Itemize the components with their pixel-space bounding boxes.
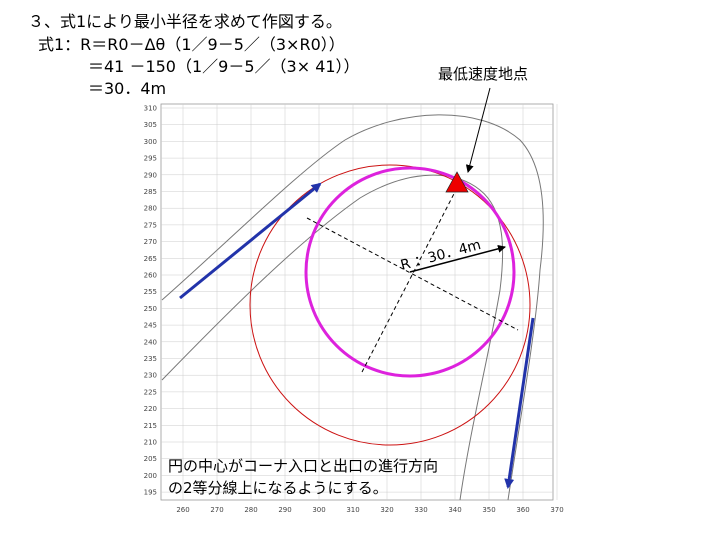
y-tick-label: 245 — [144, 322, 157, 330]
y-tick-label: 265 — [144, 255, 157, 263]
y-tick-label: 290 — [144, 171, 157, 179]
y-tick-label: 220 — [144, 405, 157, 413]
y-tick-label: 310 — [144, 105, 157, 113]
x-tick-label: 260 — [176, 506, 189, 514]
y-tick-label: 210 — [144, 439, 157, 447]
x-tick-label: 330 — [414, 506, 427, 514]
x-tick-label: 320 — [380, 506, 393, 514]
note-line-2: の2等分線上になるようにする。 — [168, 479, 388, 497]
y-tick-label: 235 — [144, 355, 157, 363]
lowest-speed-point-label: 最低速度地点 — [438, 65, 529, 83]
note-line-1: 円の中心がコーナ入口と出口の進行方向 — [168, 457, 439, 475]
y-tick-label: 305 — [144, 121, 157, 129]
y-tick-label: 195 — [144, 489, 157, 497]
entry-direction-arrow — [179, 182, 322, 300]
x-tick-label: 270 — [210, 506, 223, 514]
y-tick-label: 300 — [144, 138, 157, 146]
x-tick-label: 370 — [550, 506, 563, 514]
x-tick-label: 340 — [448, 506, 461, 514]
track-inner-line — [161, 174, 504, 501]
x-axis-ticks: 260 270 280 290 300 310 320 330 340 350 360 370 — [176, 506, 563, 514]
x-tick-label: 310 — [346, 506, 359, 514]
minimum-radius-circle — [304, 166, 516, 378]
y-tick-label: 260 — [144, 272, 157, 280]
track-outer-line — [161, 114, 544, 501]
y-tick-label: 225 — [144, 388, 157, 396]
y-tick-label: 200 — [144, 472, 157, 480]
radius-arrow — [409, 244, 506, 273]
heading-line-1: ３、式1により最小半径を求めて作図する。 — [28, 12, 342, 31]
x-tick-label: 280 — [244, 506, 257, 514]
y-tick-label: 285 — [144, 188, 157, 196]
y-tick-label: 280 — [144, 205, 157, 213]
y-tick-label: 250 — [144, 305, 157, 313]
y-axis-ticks: 310 305 300 295 290 285 280 275 270 265 260 255 250 2… — [144, 105, 157, 497]
y-tick-label: 215 — [144, 422, 157, 430]
marker-pointer-arrow — [465, 87, 491, 173]
exit-direction-arrow — [504, 317, 535, 489]
y-tick-label: 230 — [144, 372, 157, 380]
x-tick-label: 300 — [312, 506, 325, 514]
lowest-speed-marker — [445, 171, 469, 193]
x-tick-label: 290 — [278, 506, 291, 514]
y-tick-label: 205 — [144, 455, 157, 463]
grid — [161, 104, 558, 500]
y-tick-label: 270 — [144, 238, 157, 246]
x-tick-label: 350 — [482, 506, 495, 514]
heading-line-4: ＝30．4m — [88, 79, 167, 98]
bisector-line — [306, 217, 519, 331]
heading-line-2: 式1：R＝R0－Δθ（1／9－5／（3×R0）） — [38, 35, 345, 54]
large-circle — [249, 164, 531, 446]
x-tick-label: 360 — [516, 506, 529, 514]
y-tick-label: 295 — [144, 155, 157, 163]
y-tick-label: 255 — [144, 288, 157, 296]
heading-line-3: ＝41 －150（1／9－5／（3× 41）） — [88, 57, 360, 76]
y-tick-label: 275 — [144, 221, 157, 229]
y-tick-label: 240 — [144, 338, 157, 346]
plot-frame — [160, 103, 554, 501]
